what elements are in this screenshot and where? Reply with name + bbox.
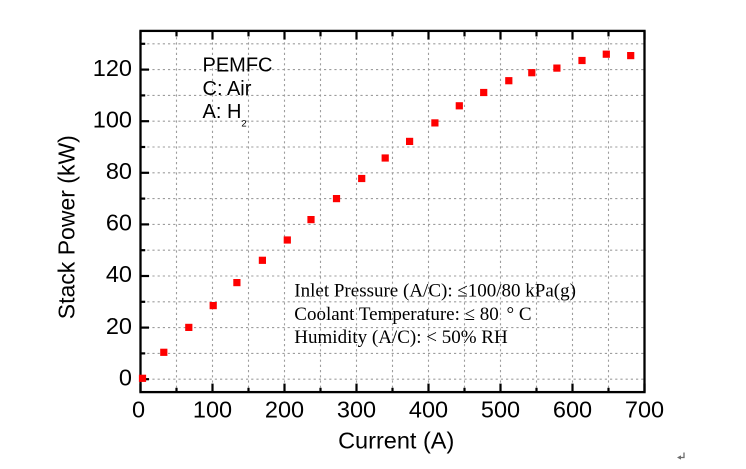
svg-text:600: 600 [553, 397, 592, 423]
svg-text:C: Air: C: Air [203, 78, 252, 100]
svg-text:60: 60 [106, 210, 132, 236]
svg-text:Current (A): Current (A) [338, 428, 454, 454]
svg-text:120: 120 [93, 55, 132, 81]
svg-text:100: 100 [193, 397, 232, 423]
svg-text:Humidity (A/C): < 50% RH: Humidity (A/C): < 50% RH [294, 327, 508, 348]
svg-text:80: 80 [106, 158, 132, 184]
svg-text:700: 700 [625, 397, 664, 423]
svg-text:20: 20 [106, 313, 132, 339]
svg-text:0: 0 [132, 397, 145, 423]
svg-text:100: 100 [93, 106, 132, 132]
svg-text:PEMFC: PEMFC [203, 54, 273, 76]
svg-text:0: 0 [119, 364, 132, 390]
svg-text:400: 400 [409, 397, 448, 423]
svg-text:Inlet Pressure (A/C): ≤100/80: Inlet Pressure (A/C): ≤100/80 kPa(g) [294, 281, 576, 302]
svg-text:Stack Power (kW): Stack Power (kW) [54, 135, 80, 319]
svg-text:40: 40 [106, 261, 132, 287]
svg-text:500: 500 [481, 397, 520, 423]
svg-text:300: 300 [337, 397, 376, 423]
svg-text:Coolant Temperature: ≤ 80 ° C: Coolant Temperature: ≤ 80 ° C [294, 304, 531, 325]
svg-text:200: 200 [265, 397, 304, 423]
